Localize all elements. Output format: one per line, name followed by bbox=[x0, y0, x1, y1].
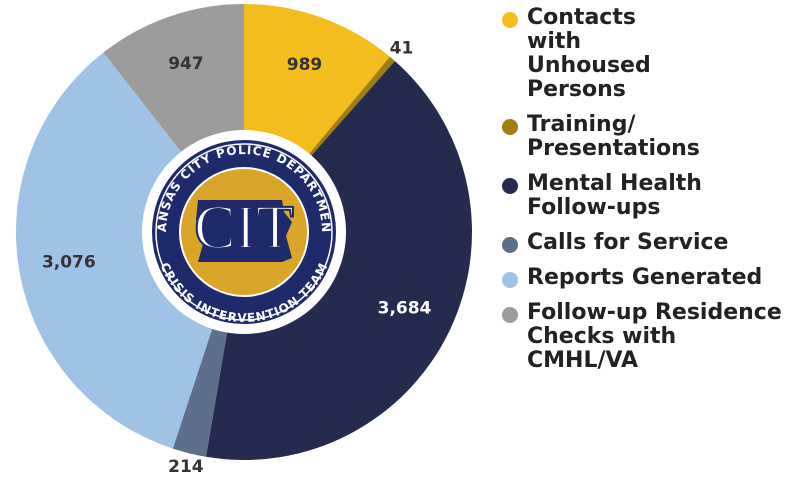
legend-swatch bbox=[502, 237, 518, 253]
value-label: 989 bbox=[287, 55, 323, 75]
value-label: 214 bbox=[168, 457, 204, 477]
value-label: 3,076 bbox=[42, 253, 96, 273]
legend-label: Training/ Presentations bbox=[527, 112, 700, 161]
legend-swatch bbox=[502, 12, 518, 28]
legend-label: Calls for Service bbox=[527, 230, 729, 255]
legend-label: Reports Generated bbox=[527, 265, 763, 290]
legend-swatch bbox=[502, 178, 518, 194]
legend-swatch bbox=[502, 272, 518, 288]
legend-label: Mental Health Follow-ups bbox=[527, 171, 702, 220]
legend: Contacts with Unhoused Persons Training/ … bbox=[500, 6, 790, 384]
logo-center-text: CIT bbox=[194, 194, 294, 262]
value-label: 947 bbox=[168, 54, 204, 74]
legend-swatch bbox=[502, 307, 518, 323]
legend-item: Mental Health Follow-ups bbox=[500, 172, 787, 220]
legend-item: Calls for Service bbox=[500, 231, 787, 255]
legend-item: Follow-up Residence Checks with CMHL/VA bbox=[500, 301, 787, 373]
value-label: 41 bbox=[390, 38, 414, 58]
legend-label: Follow-up Residence Checks with CMHL/VA bbox=[527, 300, 782, 373]
slice bbox=[16, 52, 244, 449]
legend-item: Contacts with Unhoused Persons bbox=[500, 6, 677, 102]
legend-item: Reports Generated bbox=[500, 266, 797, 290]
chart: KANSAS CITY POLICE DEPARTMENT CRISIS INT… bbox=[16, 4, 472, 477]
legend-item: Training/ Presentations bbox=[500, 113, 787, 161]
legend-label: Contacts with Unhoused Persons bbox=[527, 5, 651, 102]
value-label: 3,684 bbox=[378, 299, 432, 319]
legend-swatch bbox=[502, 119, 518, 135]
